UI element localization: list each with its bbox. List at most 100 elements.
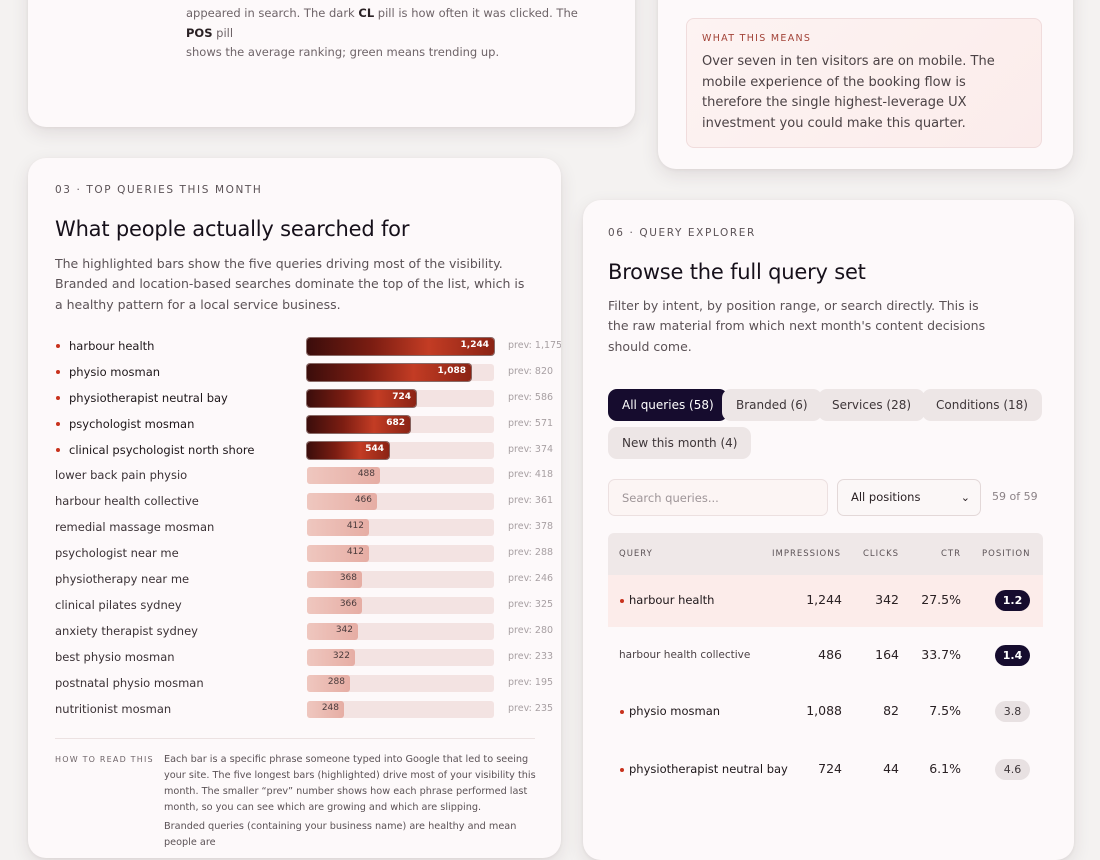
section-eyebrow: 06 · QUERY EXPLORER [608, 227, 756, 239]
how-to-read-label: HOW TO READ THIS [55, 755, 154, 764]
impressions-cell: 724 [818, 761, 842, 776]
pos-term: POS [186, 25, 213, 40]
impressions-cell: 1,244 [806, 592, 842, 607]
filter-chip-all-queries[interactable]: All queries (58) [608, 389, 728, 421]
impressions-bar: 248 [307, 701, 344, 718]
previous-value: prev: 325 [508, 599, 554, 610]
device-insight-card: WHAT THIS MEANS Over seven in ten visito… [658, 0, 1073, 169]
query-label: lower back pain physio [55, 468, 188, 482]
column-header-ctr[interactable]: CTR [941, 549, 962, 559]
clicks-cell: 164 [875, 647, 899, 662]
query-bar-row: psychologist mosman 682 prev: 571 [55, 414, 553, 436]
bar-track: 368 [307, 571, 494, 588]
query-label: nutritionist mosman [55, 702, 172, 716]
query-label: remedial massage mosman [55, 520, 215, 534]
top-queries-card: 03 · TOP QUERIES THIS MONTH What people … [28, 158, 561, 858]
query-cell: harbour health [629, 593, 715, 607]
query-bar-row: best physio mosman 322 prev: 233 [55, 647, 553, 669]
bar-track: 1,088 [307, 364, 494, 381]
what-this-means-label: WHAT THIS MEANS [702, 33, 812, 44]
column-header-clicks[interactable]: CLICKS [863, 549, 900, 559]
explainer-text-part: appeared in search. The dark [186, 6, 359, 20]
bullet-dot [56, 396, 60, 400]
bar-track: 342 [307, 623, 494, 640]
divider [55, 738, 535, 739]
bar-track: 288 [307, 675, 494, 692]
column-header-position[interactable]: POSITION [982, 549, 1031, 559]
ctr-cell: 7.5% [929, 703, 961, 718]
bar-value-label: 724 [392, 392, 411, 402]
bar-value-label: 466 [354, 495, 372, 505]
impressions-cell: 1,088 [806, 703, 842, 718]
ctr-cell: 6.1% [929, 761, 961, 776]
table-row[interactable]: physio mosman 1,088 82 7.5% 3.8 [608, 683, 1043, 739]
previous-value: prev: 361 [508, 495, 554, 506]
query-bar-row: nutritionist mosman 248 prev: 235 [55, 699, 553, 721]
section-description: Filter by intent, by position range, or … [608, 298, 986, 354]
bar-value-label: 1,244 [460, 340, 489, 350]
query-label: best physio mosman [55, 650, 175, 664]
previous-value: prev: 195 [508, 677, 554, 688]
previous-value: prev: 586 [508, 392, 554, 403]
bar-track: 544 [307, 442, 494, 459]
query-bar-row: lower back pain physio 488 prev: 418 [55, 465, 553, 487]
impressions-bar: 1,088 [307, 364, 471, 381]
clicks-cell: 82 [883, 703, 899, 718]
previous-value: prev: 820 [508, 366, 554, 377]
query-bar-row: anxiety therapist sydney 342 prev: 280 [55, 621, 553, 643]
previous-value: prev: 571 [508, 418, 554, 429]
bar-value-label: 412 [346, 547, 364, 557]
bar-value-label: 322 [332, 651, 350, 661]
filter-chip-conditions[interactable]: Conditions (18) [922, 389, 1042, 421]
query-label: psychologist mosman [69, 417, 195, 431]
section-heading: Browse the full query set [608, 260, 866, 284]
previous-value: prev: 280 [508, 625, 554, 636]
bar-track: 322 [307, 649, 494, 666]
bullet-dot [620, 599, 624, 603]
query-bar-row: physiotherapist neutral bay 724 prev: 586 [55, 388, 553, 410]
previous-value: prev: 418 [508, 469, 554, 480]
bullet-dot [56, 448, 60, 452]
previous-value: prev: 233 [508, 651, 554, 662]
bar-track: 248 [307, 701, 494, 718]
table-row[interactable]: harbour health 1,244 342 27.5% 1.2 [608, 575, 1043, 627]
bullet-dot [620, 710, 624, 714]
table-row[interactable]: harbour health collective 486 164 33.7% … [608, 627, 1043, 683]
query-bar-row: psychologist near me 412 prev: 288 [55, 543, 553, 565]
chevron-down-icon: ⌄ [960, 491, 970, 504]
bar-value-label: 368 [339, 573, 357, 583]
filter-chip-new-this-month[interactable]: New this month (4) [608, 427, 752, 459]
query-bar-row: postnatal physio mosman 288 prev: 195 [55, 673, 553, 695]
query-label: harbour health collective [55, 494, 199, 508]
bar-track: 412 [307, 519, 494, 536]
explainer-text-part: shows the average ranking; green means t… [186, 45, 500, 59]
explainer-text: appeared in search. The dark CL pill is … [186, 4, 606, 63]
explainer-text-part: pill is how often it was clicked. The [374, 6, 578, 20]
filter-chip-branded[interactable]: Branded (6) [722, 389, 822, 421]
query-bar-row: physio mosman 1,088 prev: 820 [55, 362, 553, 384]
query-bar-row: clinical psychologist north shore 544 prev… [55, 440, 553, 462]
query-label: physiotherapist neutral bay [69, 391, 228, 405]
search-queries-input[interactable] [608, 479, 828, 516]
impressions-bar: 682 [307, 416, 410, 433]
explainer-text-part: pill [212, 25, 234, 40]
bar-track: 1,244 [307, 338, 494, 355]
table-row[interactable]: physiotherapist neutral bay 724 44 6.1% … [608, 739, 1043, 799]
bar-track: 412 [307, 545, 494, 562]
bullet-dot [56, 422, 60, 426]
column-header-impressions[interactable]: IMPRESSIONS [772, 549, 841, 559]
bar-track: 724 [307, 390, 494, 407]
impressions-bar: 368 [307, 571, 362, 588]
impressions-bar: 342 [307, 623, 358, 640]
bar-value-label: 488 [357, 469, 375, 479]
previous-value: prev: 288 [508, 547, 554, 558]
column-header-query[interactable]: QUERY [619, 549, 653, 559]
bar-value-label: 544 [365, 444, 384, 454]
section-description: The highlighted bars show the five queri… [55, 256, 525, 312]
impressions-cell: 486 [818, 647, 842, 662]
position-filter-value: All positions [851, 490, 921, 504]
query-label: anxiety therapist sydney [55, 624, 198, 638]
position-filter-select[interactable]: All positions ⌄ [837, 479, 981, 516]
bar-value-label: 288 [327, 677, 345, 687]
filter-chip-services[interactable]: Services (28) [818, 389, 926, 421]
